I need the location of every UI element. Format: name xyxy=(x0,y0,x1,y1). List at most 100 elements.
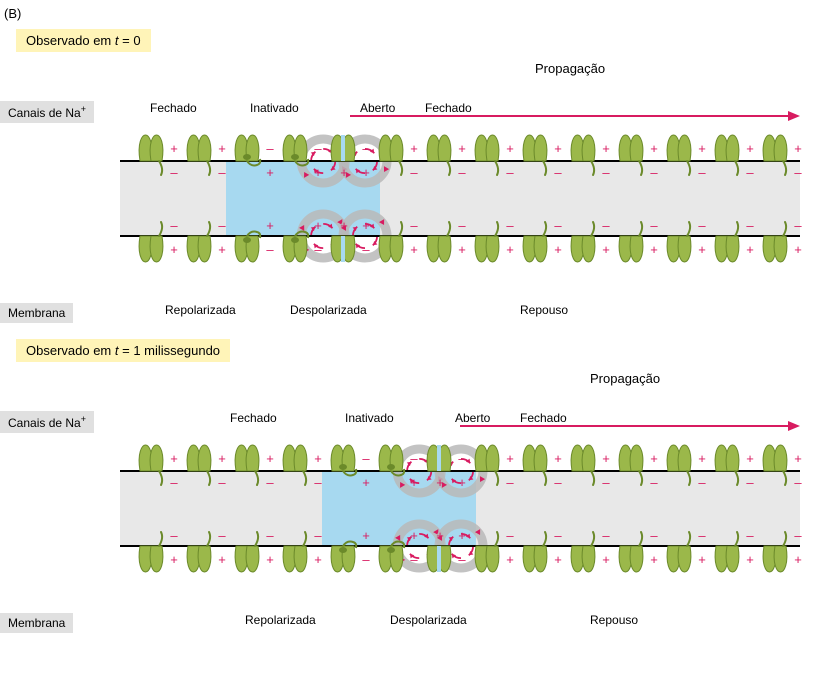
plus-charge-icon: + xyxy=(410,242,418,257)
minus-charge-icon: – xyxy=(410,165,418,180)
minus-charge-icon: – xyxy=(410,552,418,567)
na-channel-inactivated-icon xyxy=(331,445,356,476)
plus-charge-icon: + xyxy=(698,141,706,156)
propagation-arrow-icon xyxy=(788,111,800,121)
plus-charge-icon: + xyxy=(458,475,466,490)
plus-charge-icon: + xyxy=(170,242,178,257)
plus-charge-icon: + xyxy=(506,141,514,156)
time-label: Observado em t = 1 milissegundo xyxy=(16,339,230,362)
minus-charge-icon: – xyxy=(650,475,658,490)
axon-diagram: +––++––++––++––+–++––++––++–+++––++––++–… xyxy=(0,416,823,676)
plus-charge-icon: + xyxy=(218,451,226,466)
channel-state-label: Fechado xyxy=(425,101,472,115)
membrane-row-label: Membrana xyxy=(0,303,73,323)
na-channel-open-icon xyxy=(331,135,355,161)
minus-charge-icon: – xyxy=(794,475,802,490)
plus-charge-icon: + xyxy=(650,141,658,156)
minus-charge-icon: – xyxy=(266,528,274,543)
channel-state-label: Fechado xyxy=(150,101,197,115)
membrane-state-label: Despolarizada xyxy=(390,613,467,627)
minus-charge-icon: – xyxy=(314,528,322,543)
minus-charge-icon: – xyxy=(794,528,802,543)
na-channel-inactivated-icon xyxy=(331,542,356,573)
plus-charge-icon: + xyxy=(340,165,348,180)
plus-charge-icon: + xyxy=(266,218,274,233)
plus-charge-icon: + xyxy=(746,242,754,257)
minus-charge-icon: – xyxy=(698,165,706,180)
minus-charge-icon: – xyxy=(266,242,274,257)
channel-state-label: Aberto xyxy=(455,411,490,425)
plus-charge-icon: + xyxy=(746,141,754,156)
minus-charge-icon: – xyxy=(602,528,610,543)
plus-charge-icon: + xyxy=(554,242,562,257)
plus-charge-icon: + xyxy=(314,451,322,466)
plus-charge-icon: + xyxy=(436,528,444,543)
na-channels-row-label: Canais de Na+ xyxy=(0,101,94,123)
plus-charge-icon: + xyxy=(362,165,370,180)
na-channels-row-label: Canais de Na+ xyxy=(0,411,94,433)
plus-charge-icon: + xyxy=(698,552,706,567)
minus-charge-icon: – xyxy=(218,218,226,233)
plus-charge-icon: + xyxy=(410,475,418,490)
propagation-arrow-icon xyxy=(788,421,800,431)
minus-charge-icon: – xyxy=(314,242,322,257)
minus-charge-icon: – xyxy=(218,528,226,543)
plus-charge-icon: + xyxy=(554,552,562,567)
minus-charge-icon: – xyxy=(746,165,754,180)
plus-charge-icon: + xyxy=(458,528,466,543)
plus-charge-icon: + xyxy=(314,552,322,567)
na-channel-inactivated-icon xyxy=(283,232,308,263)
na-channel-open-icon xyxy=(331,236,355,262)
plus-charge-icon: + xyxy=(170,552,178,567)
plus-charge-icon: + xyxy=(554,451,562,466)
plus-charge-icon: + xyxy=(218,242,226,257)
plus-charge-icon: + xyxy=(218,552,226,567)
minus-charge-icon: – xyxy=(362,141,370,156)
minus-charge-icon: – xyxy=(314,475,322,490)
time-label: Observado em t = 0 xyxy=(16,29,151,52)
minus-charge-icon: – xyxy=(746,528,754,543)
minus-charge-icon: – xyxy=(602,165,610,180)
figure-panel-label: (B) xyxy=(0,0,823,21)
plus-charge-icon: + xyxy=(170,141,178,156)
na-channel-inactivated-icon xyxy=(283,135,308,166)
minus-charge-icon: – xyxy=(362,242,370,257)
membrane-row-label: Membrana xyxy=(0,613,73,633)
minus-charge-icon: – xyxy=(506,475,514,490)
plus-charge-icon: + xyxy=(266,552,274,567)
plus-charge-icon: + xyxy=(602,451,610,466)
minus-charge-icon: – xyxy=(362,552,370,567)
minus-charge-icon: – xyxy=(746,218,754,233)
minus-charge-icon: – xyxy=(554,475,562,490)
minus-charge-icon: – xyxy=(170,528,178,543)
minus-charge-icon: – xyxy=(554,165,562,180)
plus-charge-icon: + xyxy=(458,242,466,257)
minus-charge-icon: – xyxy=(506,218,514,233)
plus-charge-icon: + xyxy=(340,218,348,233)
channel-state-label: Inativado xyxy=(250,101,299,115)
minus-charge-icon: – xyxy=(506,165,514,180)
channel-state-label: Inativado xyxy=(345,411,394,425)
plus-charge-icon: + xyxy=(506,451,514,466)
na-channel-inactivated-icon xyxy=(235,135,260,166)
minus-charge-icon: – xyxy=(314,141,322,156)
minus-charge-icon: – xyxy=(602,475,610,490)
plus-charge-icon: + xyxy=(698,451,706,466)
minus-charge-icon: – xyxy=(698,475,706,490)
plus-charge-icon: + xyxy=(218,141,226,156)
minus-charge-icon: – xyxy=(170,165,178,180)
membrane-state-label: Despolarizada xyxy=(290,303,367,317)
membrane-state-label: Repouso xyxy=(590,613,638,627)
minus-charge-icon: – xyxy=(602,218,610,233)
minus-charge-icon: – xyxy=(650,165,658,180)
channel-state-label: Aberto xyxy=(360,101,395,115)
plus-charge-icon: + xyxy=(602,242,610,257)
minus-charge-icon: – xyxy=(506,528,514,543)
plus-charge-icon: + xyxy=(650,552,658,567)
minus-charge-icon: – xyxy=(170,218,178,233)
plus-charge-icon: + xyxy=(794,451,802,466)
plus-charge-icon: + xyxy=(602,141,610,156)
minus-charge-icon: – xyxy=(698,528,706,543)
plus-charge-icon: + xyxy=(170,451,178,466)
plus-charge-icon: + xyxy=(362,218,370,233)
